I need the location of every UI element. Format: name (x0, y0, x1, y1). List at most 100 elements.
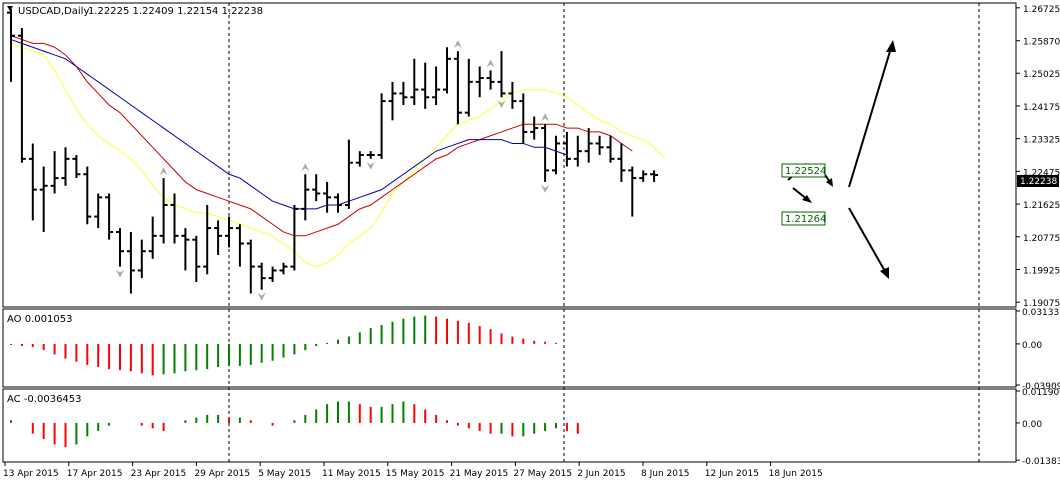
ohlc-bar (290, 205, 299, 271)
dropdown-icon[interactable] (7, 6, 13, 11)
x-tick-label: 27 May 2015 (513, 469, 572, 479)
ohlc-bar (595, 135, 604, 155)
current-price-box (1017, 175, 1059, 187)
y-tick-label: 1.21625 (1023, 201, 1060, 211)
x-tick-label: 12 Jun 2015 (705, 469, 759, 479)
ohlc-bar (246, 239, 255, 294)
price-label-box (781, 211, 826, 226)
price-label-1: 1.22524 (781, 163, 826, 178)
ma-red-line (10, 35, 633, 237)
fractal-up-icon (453, 40, 462, 49)
ohlc-bar (192, 235, 201, 282)
symbol-label: USDCAD,Daily (18, 6, 89, 17)
ac-pane (2, 388, 1017, 463)
price-label-text: 1.21264 (785, 214, 826, 225)
main-pane (2, 2, 1017, 308)
fractal-down-icon (257, 292, 266, 301)
price-label-text: 1.22524 (785, 166, 826, 177)
y-tick-label: 1.20775 (1023, 234, 1060, 244)
fractal-down-icon (366, 161, 375, 170)
ao-label: AO 0.001053 (7, 314, 72, 325)
fractal-up-icon (541, 113, 550, 122)
x-tick-label: 29 Apr 2015 (194, 469, 250, 479)
arrow-head (880, 267, 889, 279)
ma-yellow-line (10, 42, 666, 268)
x-tick-label: 8 Jun 2015 (641, 469, 689, 479)
fractal-up-icon (159, 167, 168, 176)
current-price-tag: 1.22238 (1017, 175, 1059, 187)
ohlc-values: 1.22225 1.22409 1.22154 1.22238 (88, 6, 263, 17)
ohlc-bar (159, 178, 168, 244)
ohlc-bar (355, 151, 364, 167)
x-tick-label: 13 Apr 2015 (3, 469, 59, 479)
x-tick-label: 21 May 2015 (450, 469, 509, 479)
ohlc-bar (617, 143, 626, 182)
ohlc-bar (116, 228, 124, 267)
ohlc-bar (399, 81, 408, 105)
ohlc-bar (334, 193, 342, 213)
ohlc-bar (225, 216, 233, 248)
ohlc-bar (83, 166, 92, 225)
ohlc-bar (214, 220, 223, 256)
ao-tick-label: 0.00 (1022, 341, 1042, 351)
y-tick-label: 1.19925 (1023, 266, 1060, 276)
price-label-2: 1.21264 (781, 211, 826, 226)
fractal-down-icon (541, 184, 550, 193)
arrow-head (802, 195, 812, 203)
ohlc-bar (519, 93, 528, 144)
y-tick-label: 1.25025 (1023, 70, 1060, 80)
ohlc-bar (235, 224, 244, 267)
y-tick-label: 1.19075 (1023, 299, 1060, 309)
ohlc-bar (432, 66, 441, 105)
ohlc-bar (137, 239, 146, 279)
arrow-head (886, 40, 896, 52)
ohlc-bar (72, 155, 81, 179)
ac-tick-label: -0.013838 (1022, 457, 1060, 467)
ohlc-bar (486, 70, 495, 90)
ohlc-bar (61, 147, 70, 186)
ohlc-bar (148, 216, 157, 259)
y-tick-label: 1.24175 (1023, 103, 1060, 113)
ohlc-bar (562, 131, 571, 167)
price-label-box (781, 163, 826, 178)
ohlc-bar (268, 266, 277, 282)
ohlc-bar (344, 139, 353, 209)
x-tick-label: 18 Jun 2015 (769, 469, 823, 479)
ohlc-bar (464, 58, 473, 117)
ao-tick-label: 0.031332 (1022, 308, 1060, 318)
ohlc-bar (628, 166, 637, 217)
ohlc-bar (639, 170, 648, 182)
arrow-head (826, 178, 833, 187)
y-tick-label: 1.25870 (1023, 38, 1060, 48)
x-tick-label: 11 May 2015 (322, 469, 381, 479)
ohlc-bar (312, 174, 321, 202)
ohlc-bar (388, 81, 397, 121)
ohlc-bar (573, 135, 582, 167)
ohlc-bar (584, 128, 593, 163)
ohlc-bar (279, 262, 288, 275)
ohlc-bar (530, 116, 539, 140)
ma-blue-line (10, 39, 568, 210)
ao-pane (2, 308, 1017, 388)
ac-tick-label: 0.00 (1022, 420, 1042, 430)
x-tick-label: 5 May 2015 (258, 469, 311, 479)
ohlc-bar (443, 47, 451, 94)
arrow-down-large (848, 207, 887, 274)
y-tick-label: 1.23325 (1023, 136, 1060, 146)
ohlc-bar (257, 262, 266, 290)
ac-label: AC -0.0036453 (7, 394, 82, 405)
ohlc-bar (552, 135, 560, 175)
x-tick-label: 2 Jun 2015 (577, 469, 625, 479)
current-price-text: 1.22238 (1020, 177, 1057, 187)
ohlc-bar (203, 205, 212, 275)
ohlc-bar (366, 151, 375, 159)
ohlc-bar (377, 93, 386, 159)
ohlc-bar (606, 135, 615, 163)
ohlc-bar (650, 170, 659, 182)
ohlc-bar (7, 8, 15, 82)
ohlc-bar (170, 193, 179, 244)
forecast-arrows (787, 40, 896, 279)
ohlc-bar (301, 174, 310, 221)
